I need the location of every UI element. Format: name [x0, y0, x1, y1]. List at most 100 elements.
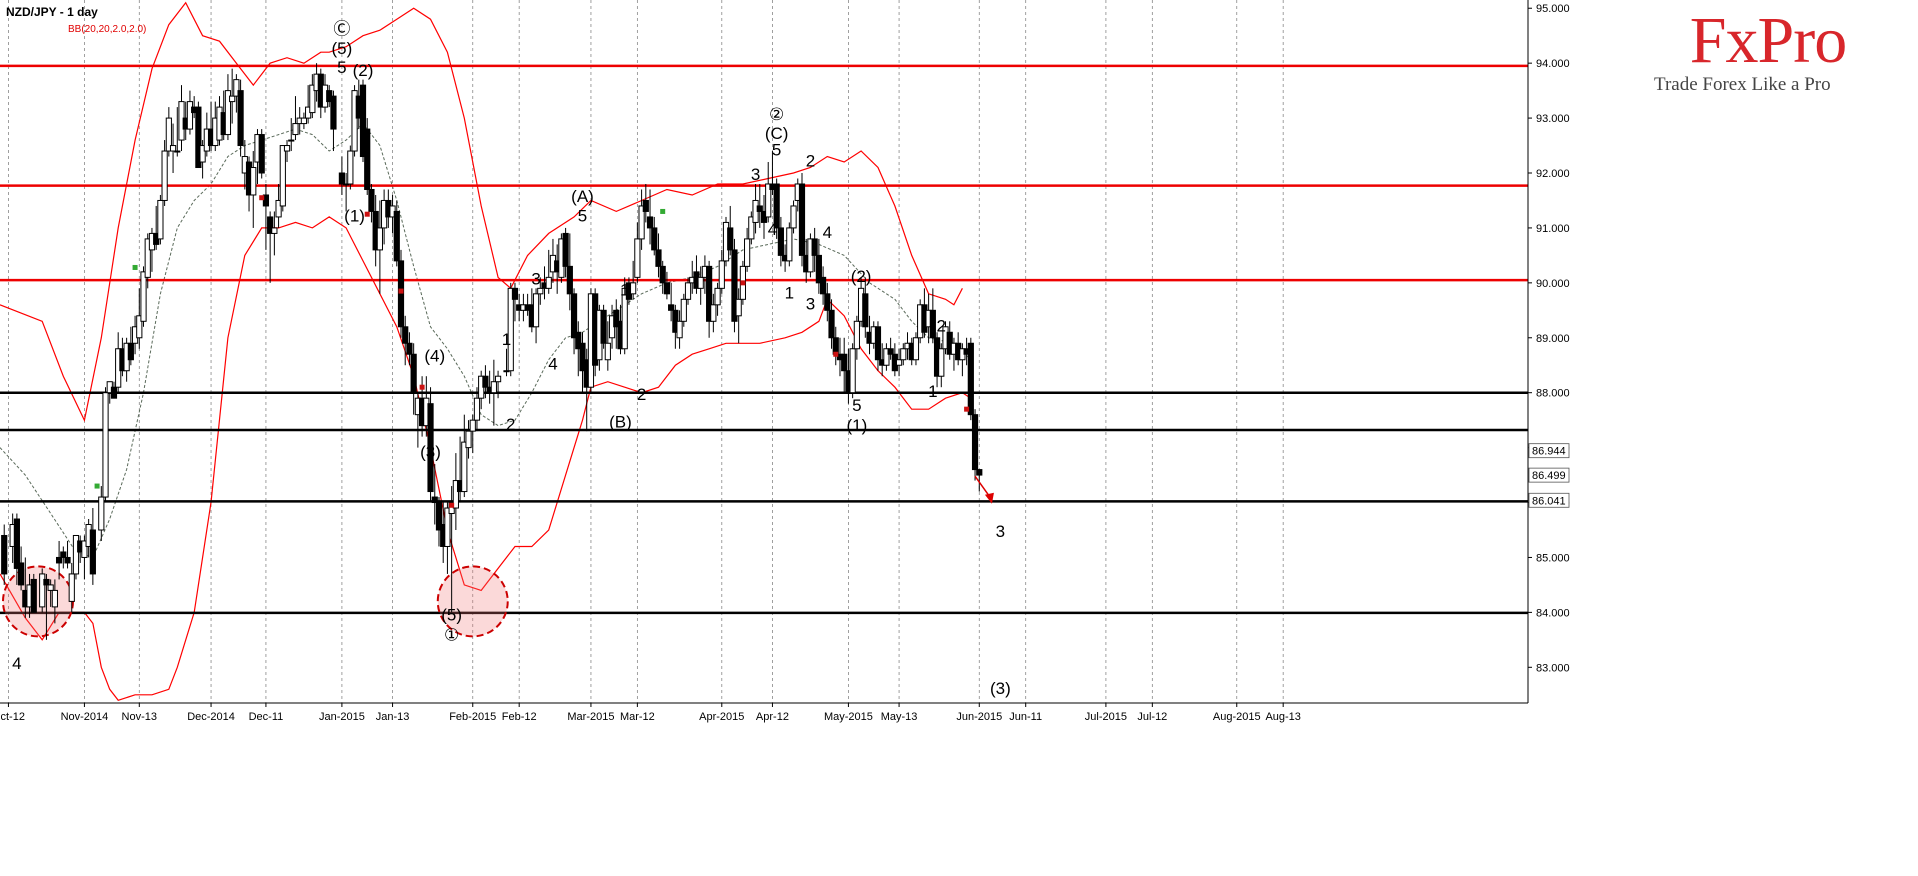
wave-label: (3) [990, 679, 1011, 698]
candle-bear [406, 342, 413, 355]
candle-bear [402, 326, 409, 344]
grid-lines [8, 0, 1284, 703]
candle-bear [368, 188, 375, 212]
candle-bear [55, 556, 63, 564]
time-tick-label: Jun-2015 [956, 711, 1002, 723]
candle-bear [575, 331, 582, 350]
candle-bear [13, 518, 20, 569]
candle-bear [655, 249, 662, 267]
candle-bull [47, 584, 54, 591]
sell-marker [364, 211, 370, 217]
candle-bear [727, 227, 734, 251]
candle-bull [102, 392, 109, 498]
wave-label: 5 [337, 58, 346, 77]
brand-tagline: Trade Forex Like a Pro [1654, 74, 1831, 95]
candle-bull [271, 227, 278, 234]
candle-bull [347, 150, 354, 185]
wave-label: 1 [620, 281, 629, 300]
price-tick-label: 85.000 [1536, 552, 1570, 564]
candle-bear [976, 469, 983, 476]
time-tick-label: Jul-2015 [1085, 711, 1127, 723]
highlight-circles [1, 565, 509, 638]
highlight-circle [436, 565, 509, 638]
price-label-box [1528, 467, 1570, 483]
upper-band-line [0, 1, 963, 423]
wave-label: 4 [12, 654, 21, 673]
candle-bull [630, 282, 637, 295]
candle-bull [292, 123, 299, 136]
candle-bear [338, 172, 346, 185]
candle-bear [393, 210, 400, 262]
brand-name: FxPro [1689, 4, 1847, 77]
wave-label: 3 [996, 522, 1005, 541]
candle-bull [136, 315, 143, 339]
wave-label: (2) [353, 61, 374, 80]
candle-bull [283, 145, 291, 152]
candle-bull [507, 287, 514, 372]
candle-bull [638, 205, 645, 240]
price-tick-label: 92.000 [1536, 168, 1570, 180]
candle-bear [330, 95, 337, 130]
candle-bull [748, 216, 755, 240]
candle-bear [971, 414, 979, 471]
arrow-head-icon [984, 492, 994, 504]
candle-bear [110, 386, 118, 399]
price-tick-label: 84.000 [1536, 607, 1570, 619]
time-tick-label: Mar-2015 [567, 711, 614, 723]
time-tick-label: Dec-2014 [187, 711, 235, 723]
candle-bear [435, 502, 443, 531]
candle-bear [364, 128, 371, 190]
wave-label: (1) [846, 416, 867, 435]
wave-label: (5) [332, 39, 353, 58]
candle-bull [849, 348, 856, 394]
candle-bear [18, 562, 25, 586]
chart-title: NZD/JPY - 1 day [6, 5, 98, 19]
candle-bear [427, 403, 434, 493]
wave-label: ② [769, 105, 784, 124]
sell-marker [419, 384, 425, 390]
candle-bull [710, 304, 717, 322]
candle-bear [862, 293, 869, 328]
indicator-label: BB(20,20,2.0,2.0) [68, 24, 147, 35]
candle-bull [279, 145, 286, 207]
candle-bull [288, 139, 295, 142]
sell-marker [964, 406, 970, 412]
candle-bull [853, 320, 860, 350]
candle-bear [1, 534, 8, 575]
candle-bull [490, 381, 497, 394]
candle-bear [570, 293, 578, 339]
wave-label: 2 [506, 415, 515, 434]
wave-label: 1 [502, 330, 511, 349]
wave-label: 4 [768, 220, 777, 239]
candle-bull [469, 419, 476, 432]
wave-label: (2) [851, 267, 872, 286]
time-tick-label: Aug-2015 [1213, 711, 1261, 723]
price-tick-label: 94.000 [1536, 58, 1570, 70]
candle-bull [199, 145, 206, 163]
price-tick-label: 88.000 [1536, 388, 1570, 400]
candle-bear [566, 265, 573, 295]
wave-label: 1 [928, 382, 937, 401]
candle-bull [494, 375, 502, 383]
candle-bull [224, 90, 232, 136]
candle-bear [30, 578, 37, 613]
candle-bull [174, 150, 181, 153]
candle-bull [697, 276, 704, 289]
time-tick-label: Jan-2015 [319, 711, 365, 723]
time-tick-label: Jun-11 [1009, 711, 1042, 723]
time-tick-label: May-13 [881, 711, 918, 723]
wave-label: 5 [852, 396, 861, 415]
candle-bull [790, 205, 797, 229]
candle-bear [706, 265, 713, 322]
candle-bull [144, 238, 151, 278]
wave-label: ① [444, 625, 459, 644]
buy-marker [94, 483, 100, 489]
candle-bear [89, 529, 96, 575]
candle-bull [229, 95, 236, 103]
candle-bear [668, 304, 675, 311]
wave-label: 5 [578, 206, 587, 225]
candle-bear [811, 238, 818, 256]
candle-bull [604, 342, 611, 361]
price-axis: 83.00084.00085.00086.00087.00088.00089.0… [1527, 0, 1918, 876]
candle-bull [537, 287, 544, 295]
